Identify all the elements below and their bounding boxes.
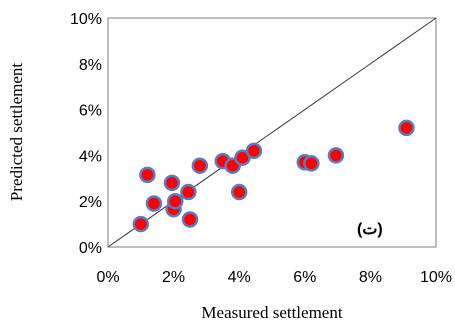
data-point xyxy=(230,183,248,201)
x-tick-label: 4% xyxy=(228,269,251,286)
x-tick-label: 2% xyxy=(162,269,185,286)
data-point xyxy=(139,166,156,184)
data-point xyxy=(327,147,345,164)
y-tick-label: 10% xyxy=(70,11,102,28)
y-tick-label: 2% xyxy=(79,194,102,211)
y-tick-label: 0% xyxy=(79,240,102,257)
data-point xyxy=(166,192,184,210)
x-tick-label: 10% xyxy=(420,269,452,286)
panel-annotation: (ت) xyxy=(357,221,383,238)
x-tick-labels: 0% 2% 4% 6% 8% 10% xyxy=(96,269,452,286)
data-point xyxy=(181,211,199,228)
data-point xyxy=(398,119,415,137)
x-tick-label: 8% xyxy=(359,269,382,286)
x-axis-title: Measured settlement xyxy=(201,303,342,322)
reference-line-1-to-1 xyxy=(107,17,437,248)
data-point xyxy=(132,215,150,233)
data-point xyxy=(245,142,263,160)
data-point xyxy=(145,195,163,212)
y-tick-label: 8% xyxy=(79,57,102,74)
data-point xyxy=(180,183,197,201)
data-point xyxy=(163,174,181,192)
y-tick-label: 4% xyxy=(79,148,102,165)
y-tick-labels: 0% 2% 4% 6% 8% 10% xyxy=(70,11,102,257)
data-point xyxy=(191,157,209,174)
y-tick-label: 6% xyxy=(79,103,102,120)
data-point xyxy=(303,155,320,172)
data-points xyxy=(132,119,415,233)
y-axis-title: Predicted settlement xyxy=(7,63,26,202)
x-tick-label: 6% xyxy=(293,269,316,286)
x-tick-label: 0% xyxy=(96,269,119,286)
